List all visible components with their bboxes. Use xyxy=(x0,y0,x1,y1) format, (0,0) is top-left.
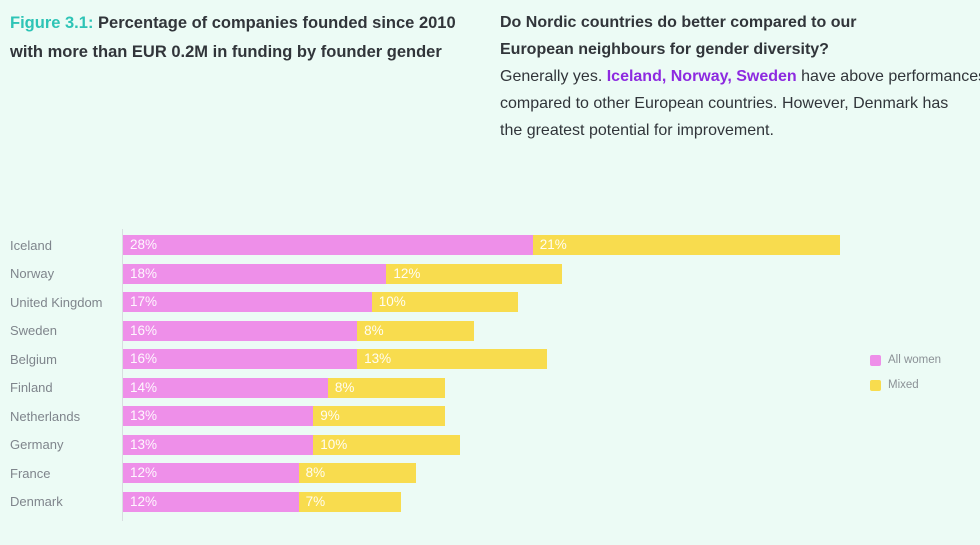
chart-row: Netherlands 13% 9% xyxy=(10,402,972,431)
bar-track: 17% 10% xyxy=(123,292,840,313)
figure-number-label: Figure 3.1: xyxy=(10,14,94,32)
bar-value-label: 16% xyxy=(130,322,158,338)
bar-segment-mixed: 21% xyxy=(532,235,840,256)
bar-value-label: 28% xyxy=(130,237,158,253)
bar-segment-all-women: 12% xyxy=(123,463,299,484)
commentary-question-line2: European neighbours for gender diversity… xyxy=(500,41,829,58)
answer-prefix: Generally yes. xyxy=(500,68,607,85)
figure-title-line1: Figure 3.1: Percentage of companies foun… xyxy=(10,9,456,38)
bar-segment-all-women: 12% xyxy=(123,491,299,512)
country-label: Iceland xyxy=(10,237,52,253)
bar-value-label: 21% xyxy=(539,237,567,253)
highlighted-countries: Iceland, Norway, Sweden xyxy=(606,68,797,85)
bar-value-label: 13% xyxy=(364,351,392,367)
bar-segment-all-women: 13% xyxy=(123,406,314,427)
bar-segment-mixed: 7% xyxy=(298,491,401,512)
bar-value-label: 8% xyxy=(305,465,326,481)
bar-segment-mixed: 8% xyxy=(327,377,445,398)
bar-track: 28% 21% xyxy=(123,235,840,256)
chart-row: Norway 18% 12% xyxy=(10,260,972,289)
bar-value-label: 7% xyxy=(305,493,326,509)
chart-row: Iceland 28% 21% xyxy=(10,231,972,260)
bar-segment-all-women: 13% xyxy=(123,434,314,455)
legend-swatch xyxy=(870,379,881,391)
country-label: Belgium xyxy=(10,351,57,367)
bar-segment-all-women: 28% xyxy=(123,235,533,256)
bar-value-label: 14% xyxy=(130,379,158,395)
country-label: United Kingdom xyxy=(10,294,103,310)
chart-row: France 12% 8% xyxy=(10,459,972,488)
bar-track: 13% 10% xyxy=(123,434,840,455)
bar-value-label: 17% xyxy=(130,294,158,310)
figure-title-line2: with more than EUR 0.2M in funding by fo… xyxy=(10,43,442,61)
bar-track: 13% 9% xyxy=(123,406,840,427)
legend-swatch xyxy=(870,354,881,366)
bar-segment-mixed: 10% xyxy=(371,292,519,313)
bar-segment-all-women: 18% xyxy=(123,263,387,284)
commentary-question-line1: Do Nordic countries do better compared t… xyxy=(500,14,857,31)
stacked-bar-chart: Iceland 28% 21% Norway 18% 12% United Kingdom 1… xyxy=(10,231,972,516)
bar-segment-all-women: 14% xyxy=(123,377,328,398)
legend-label: Mixed xyxy=(888,379,919,391)
y-axis-line xyxy=(122,229,123,521)
country-label: Sweden xyxy=(10,323,57,339)
bar-value-label: 13% xyxy=(130,408,158,424)
chart-row: United Kingdom 17% 10% xyxy=(10,288,972,317)
bar-value-label: 12% xyxy=(393,265,421,281)
bar-value-label: 10% xyxy=(320,436,348,452)
chart-row: Germany 13% 10% xyxy=(10,431,972,460)
bar-value-label: 13% xyxy=(130,436,158,452)
chart-row: Sweden 16% 8% xyxy=(10,317,972,346)
legend-item-all-women: All women xyxy=(870,354,941,366)
bar-track: 18% 12% xyxy=(123,263,840,284)
bar-value-label: 12% xyxy=(130,465,158,481)
commentary-answer-line3: the greatest potential for improvement. xyxy=(500,122,774,139)
bar-value-label: 8% xyxy=(334,379,355,395)
bar-segment-mixed: 9% xyxy=(313,406,445,427)
bar-track: 12% 8% xyxy=(123,463,840,484)
bar-segment-mixed: 13% xyxy=(357,349,548,370)
bar-value-label: 18% xyxy=(130,265,158,281)
country-label: France xyxy=(10,465,51,481)
bar-value-label: 10% xyxy=(378,294,406,310)
bar-track: 16% 13% xyxy=(123,349,840,370)
legend-label: All women xyxy=(888,354,942,366)
bar-value-label: 12% xyxy=(130,493,158,509)
country-label: Finland xyxy=(10,380,53,396)
bar-segment-mixed: 10% xyxy=(313,434,460,455)
figure-title-text-1: Percentage of companies founded since 20… xyxy=(98,14,456,32)
commentary-block: Do Nordic countries do better compared t… xyxy=(500,9,980,144)
bar-segment-mixed: 8% xyxy=(298,463,416,484)
bar-track: 12% 7% xyxy=(123,491,840,512)
commentary-answer-line2: compared to other European countries. Ho… xyxy=(500,95,949,112)
bar-track: 16% 8% xyxy=(123,320,840,341)
chart-row: Finland 14% 8% xyxy=(10,374,972,403)
country-label: Norway xyxy=(10,266,55,282)
bar-value-label: 8% xyxy=(364,322,384,338)
country-label: Denmark xyxy=(10,494,63,510)
bar-segment-all-women: 16% xyxy=(123,349,358,370)
bar-track: 14% 8% xyxy=(123,377,840,398)
chart-legend: All women Mixed xyxy=(870,354,941,404)
bar-segment-mixed: 8% xyxy=(357,320,475,341)
chart-row: Denmark 12% 7% xyxy=(10,488,972,517)
bar-value-label: 9% xyxy=(320,408,340,424)
answer-suffix: have above performances xyxy=(796,68,980,85)
chart-row: Belgium 16% 13% xyxy=(10,345,972,374)
commentary-answer-line1: Generally yes. Iceland, Norway, Sweden h… xyxy=(500,63,980,90)
bar-segment-all-women: 17% xyxy=(123,292,372,313)
bar-value-label: 16% xyxy=(130,351,158,367)
legend-item-mixed: Mixed xyxy=(870,379,941,391)
country-label: Germany xyxy=(10,437,64,453)
figure-title: Figure 3.1: Percentage of companies foun… xyxy=(10,9,456,67)
bar-segment-all-women: 16% xyxy=(123,320,358,341)
country-label: Netherlands xyxy=(10,408,81,424)
bar-segment-mixed: 12% xyxy=(386,263,562,284)
